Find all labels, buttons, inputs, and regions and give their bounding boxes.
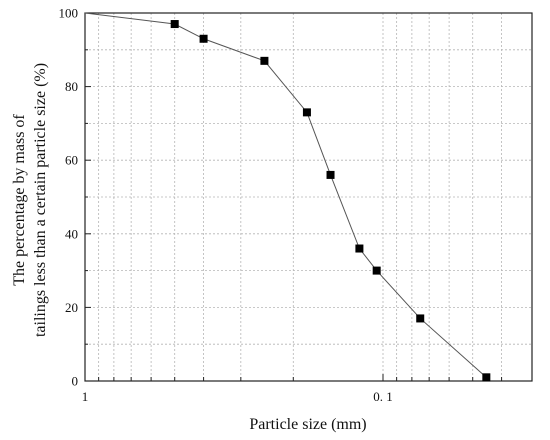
data-point-marker bbox=[326, 170, 335, 179]
y-tick-label: 40 bbox=[65, 226, 78, 241]
y-tick-label: 60 bbox=[65, 153, 78, 168]
x-axis-title: Particle size (mm) bbox=[249, 416, 366, 433]
data-point-marker bbox=[199, 34, 208, 43]
grid-lines bbox=[85, 13, 532, 381]
data-point-marker bbox=[482, 373, 491, 382]
x-tick-label: 0. 1 bbox=[373, 389, 393, 404]
x-axis-tick-labels: 1 0. 1 bbox=[82, 389, 393, 404]
plot-frame bbox=[84, 12, 533, 382]
series-line bbox=[84, 12, 487, 378]
data-point-marker bbox=[416, 314, 425, 323]
axis-ticks bbox=[85, 49, 503, 381]
data-point-marker bbox=[355, 244, 364, 253]
data-series bbox=[84, 12, 491, 382]
x-tick-label: 1 bbox=[82, 389, 89, 404]
y-axis-title: The percentage by mass of tailings less … bbox=[11, 63, 49, 337]
y-tick-label: 20 bbox=[65, 300, 78, 315]
data-point-marker bbox=[170, 20, 179, 29]
data-point-marker bbox=[260, 56, 269, 65]
y-tick-label: 100 bbox=[59, 6, 79, 21]
data-point-marker bbox=[372, 266, 381, 275]
data-point-marker bbox=[302, 108, 311, 117]
y-axis-title-line-2: tailings less than a certain particle si… bbox=[32, 63, 49, 337]
y-axis-tick-labels: 0 20 40 60 80 100 bbox=[59, 6, 79, 389]
y-tick-label: 80 bbox=[65, 79, 78, 94]
y-tick-label: 0 bbox=[72, 374, 79, 389]
y-axis-title-line-1: The percentage by mass of bbox=[11, 114, 28, 286]
